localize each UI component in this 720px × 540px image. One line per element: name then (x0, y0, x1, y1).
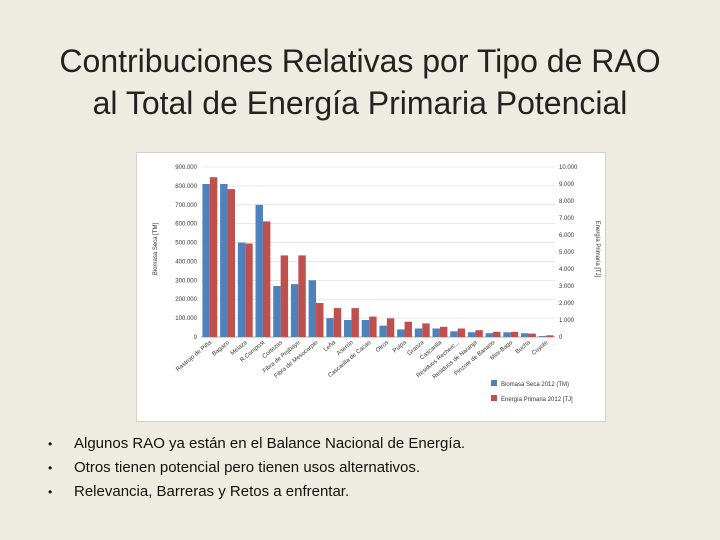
slide-title: Contribuciones Relativas por Tipo de RAO… (20, 40, 700, 124)
bullet-dot-icon: • (48, 437, 53, 451)
right-tick-label: 2.000 (559, 301, 575, 307)
bar-biomasa (202, 184, 210, 337)
right-tick-label: 1.000 (559, 318, 575, 324)
bar-biomasa (255, 204, 263, 337)
bar-energia (369, 316, 377, 337)
bar-biomasa (379, 325, 387, 337)
bullet-dot-icon: • (48, 485, 53, 499)
left-tick-label: 500.000 (175, 241, 197, 247)
bar-energia (227, 189, 235, 337)
bar-biomasa (503, 332, 511, 337)
left-axis-label: Biomasa Seca [TM] (153, 222, 159, 275)
bullet-item: • Relevancia, Barreras y Retos a enfrenta… (48, 480, 688, 504)
left-tick-label: 800.000 (175, 184, 197, 190)
left-axis-ticks: 0 100.000 200.000 300.000 400.000 500.000 600.… (175, 165, 197, 341)
right-tick-label: 4.000 (559, 267, 575, 273)
bar-energia (386, 318, 395, 337)
legend-swatch-biomasa (491, 380, 497, 386)
bullet-text: Algunos RAO ya están en el Balance Nacio… (74, 435, 466, 452)
chart-container: 0 100.000 200.000 300.000 400.000 500.000 600.… (136, 152, 606, 422)
bar-energia (245, 243, 253, 337)
bar-biomasa (521, 333, 529, 337)
bar-energia (493, 331, 501, 337)
right-tick-label: 6.000 (559, 233, 575, 239)
bar-biomasa (308, 280, 317, 337)
right-tick-label: 9.000 (559, 182, 575, 188)
x-tick-label: Leña (323, 340, 338, 354)
right-tick-label: 0 (559, 335, 563, 341)
bar-energia (404, 321, 412, 337)
x-tick-label: Bucha (515, 340, 532, 356)
bar-energia (475, 330, 483, 337)
title-line-2: al Total de Energía Primaria Potencial (92, 85, 628, 121)
bar-energia (209, 177, 218, 337)
x-tick-label: Bagazo (211, 340, 231, 358)
right-axis-ticks: 0 1.000 2.000 3.000 4.000 5.000 6.000 7.000 8.00… (559, 165, 578, 341)
left-tick-label: 700.000 (175, 203, 197, 209)
right-tick-label: 10.000 (559, 165, 578, 171)
bar-biomasa (450, 331, 458, 337)
left-tick-label: 400.000 (175, 259, 197, 265)
bar-energia (262, 221, 271, 337)
bar-energia (333, 308, 342, 337)
bar-biomasa (538, 336, 547, 337)
bullet-dot-icon: • (48, 461, 53, 475)
title-line-1: Contribuciones Relativas por Tipo de RAO (59, 43, 661, 79)
left-tick-label: 900.000 (175, 165, 197, 171)
gridlines (201, 166, 555, 338)
bar-energia (546, 335, 554, 337)
bar-energia (528, 333, 536, 337)
bar-biomasa (485, 333, 494, 337)
bar-biomasa (220, 184, 228, 337)
bullet-list: • Algunos RAO ya están en el Balance Naci… (48, 432, 688, 504)
right-tick-label: 8.000 (559, 199, 575, 205)
bar-energia (439, 326, 448, 337)
legend-label-energia: Energía Primaria 2012 [TJ] (501, 397, 573, 403)
left-tick-label: 100.000 (175, 316, 197, 322)
right-tick-label: 7.000 (559, 216, 575, 222)
bar-biomasa (361, 320, 370, 337)
bar-energia (298, 255, 306, 337)
bar-biomasa (237, 242, 246, 337)
left-tick-label: 600.000 (175, 222, 197, 228)
x-tick-label: Otros (375, 340, 390, 354)
bar-biomasa (326, 318, 334, 337)
legend-label-biomasa: Biomasa Seca 2012 (TM) (501, 382, 569, 388)
bar-chart: 0 100.000 200.000 300.000 400.000 500.000 600.… (153, 165, 600, 403)
right-axis-label: Energía Primaria [TJ] (594, 221, 600, 278)
bar-biomasa (414, 328, 423, 337)
bullet-item: • Algunos RAO ya están en el Balance Naci… (48, 432, 688, 456)
bar-energia (351, 308, 359, 337)
right-tick-label: 5.000 (559, 250, 575, 256)
x-tick-label: Rastrojo de Piña (175, 340, 213, 374)
left-tick-label: 0 (194, 335, 198, 341)
bar-biomasa (432, 328, 440, 337)
bar-energia (422, 323, 430, 337)
bullet-item: • Otros tienen potencial pero tienen usos… (48, 456, 688, 480)
bar-biomasa (273, 286, 281, 337)
bullet-text: Otros tienen potencial pero tienen usos … (74, 459, 421, 476)
bar-biomasa (344, 320, 352, 337)
legend-swatch-energia (491, 395, 497, 401)
bar-energia (316, 303, 324, 337)
bar-energia (510, 331, 519, 337)
x-tick-label: Coyote (531, 340, 550, 357)
legend: Biomasa Seca 2012 (TM) Energía Primaria … (491, 380, 573, 403)
bullet-text: Relevancia, Barreras y Retos a enfrentar… (74, 483, 350, 500)
left-tick-label: 200.000 (175, 297, 197, 303)
bar-biomasa (467, 332, 476, 337)
bar-energia (280, 255, 289, 337)
bar-energia (457, 328, 466, 337)
bar-biomasa (397, 329, 405, 337)
bar-biomasa (290, 284, 299, 337)
right-tick-label: 3.000 (559, 284, 575, 290)
left-tick-label: 300.000 (175, 278, 197, 284)
bars (202, 177, 554, 337)
